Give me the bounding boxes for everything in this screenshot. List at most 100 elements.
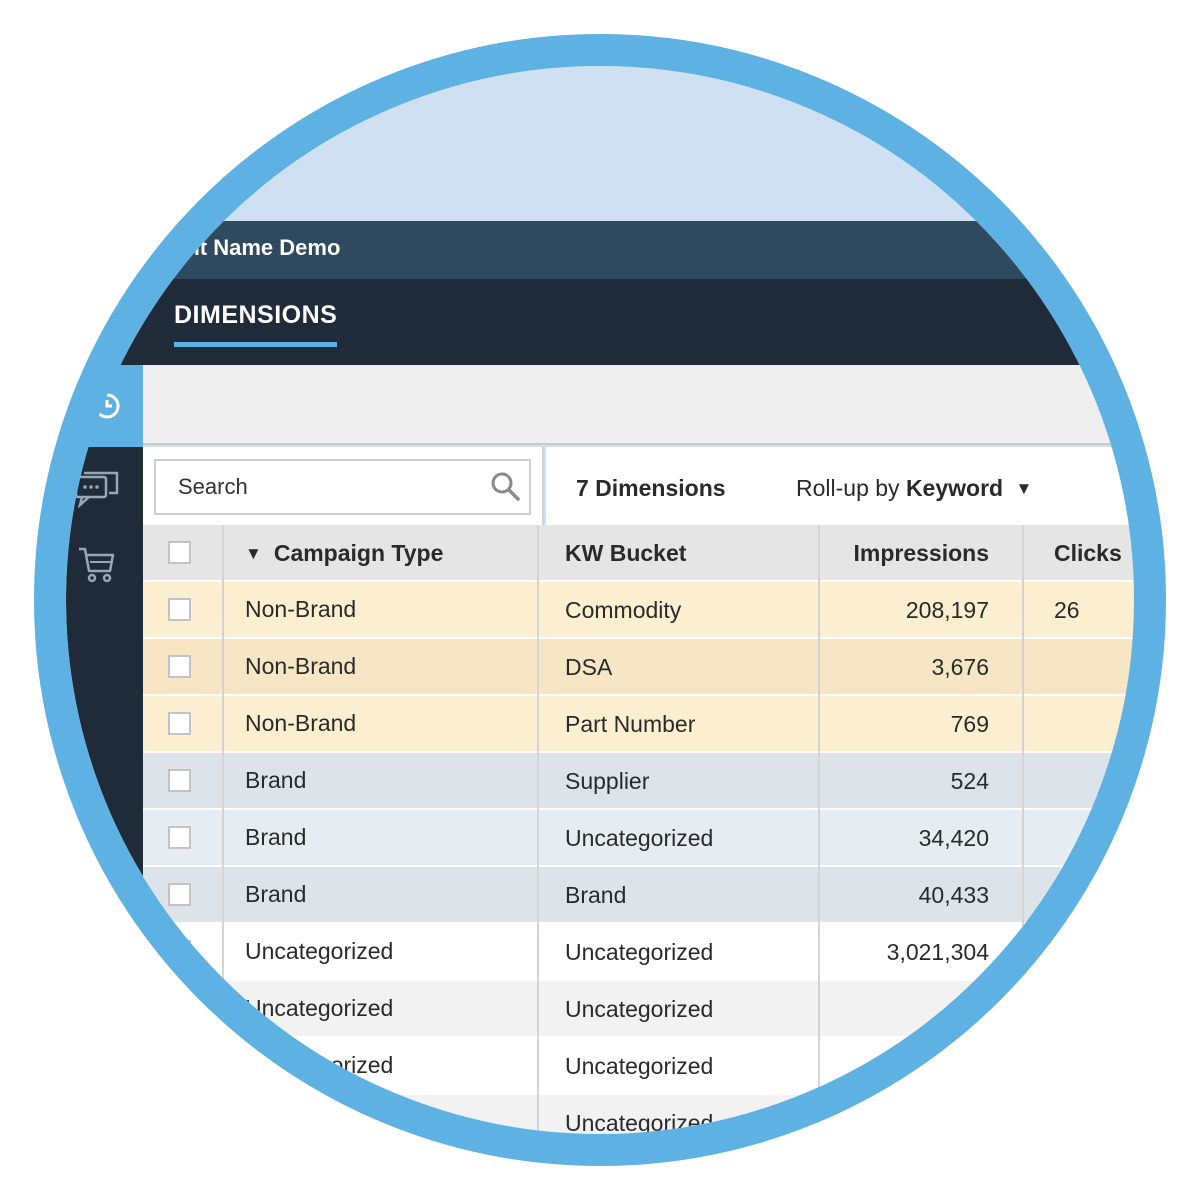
cell-impressions: 208,197 (820, 582, 1024, 639)
cell-kw-bucket: Uncategorized (539, 1095, 820, 1134)
row-checkbox-cell (143, 1038, 224, 1095)
cell-clicks (1024, 981, 1134, 1038)
client-name: ient Name Demo (168, 235, 341, 260)
cell-impressions: 3,676 (820, 639, 1024, 696)
sort-desc-icon: ▼ (245, 544, 262, 563)
table-row[interactable]: Uncategorized Uncategorized 3,021,304 (143, 924, 1134, 981)
cell-campaign-type: Uncategorized (224, 1038, 539, 1095)
cell-impressions: 34,420 (820, 810, 1024, 867)
cell-kw-bucket: Uncategorized (539, 981, 820, 1038)
column-header-clicks[interactable]: Clicks (1024, 525, 1134, 582)
row-checkbox[interactable] (168, 826, 191, 849)
cell-kw-bucket: Uncategorized (539, 1038, 820, 1095)
cell-clicks: 26 (1024, 582, 1134, 639)
cell-kw-bucket: Brand (539, 867, 820, 924)
row-checkbox-cell (143, 582, 224, 639)
row-checkbox[interactable] (168, 655, 191, 678)
column-header-kw-bucket[interactable]: KW Bucket (539, 525, 820, 582)
table-row[interactable]: Brand Uncategorized 34,420 (143, 810, 1134, 867)
cell-campaign-type: Non-Brand (224, 639, 539, 696)
cart-icon (79, 547, 115, 583)
cell-campaign-type: Uncategorized (224, 924, 539, 981)
table-row[interactable]: Non-Brand Part Number 769 (143, 696, 1134, 753)
header-checkbox-cell (143, 525, 224, 582)
app-viewport: ient Name Demo DIMENSIONS (66, 66, 1134, 1134)
row-checkbox[interactable] (168, 940, 191, 963)
row-checkbox[interactable] (168, 883, 191, 906)
row-checkbox-cell (143, 1095, 224, 1134)
search-box (154, 459, 531, 515)
cell-clicks (1024, 696, 1134, 753)
tab-dimensions[interactable]: DIMENSIONS (174, 301, 338, 347)
cell-clicks (1024, 810, 1134, 867)
row-checkbox-cell (143, 639, 224, 696)
cell-kw-bucket: Commodity (539, 582, 820, 639)
search-panel (143, 447, 544, 525)
row-checkbox[interactable] (168, 997, 191, 1020)
cell-kw-bucket: DSA (539, 639, 820, 696)
cell-clicks (1024, 1095, 1134, 1134)
toolbar-area (143, 365, 1134, 445)
cell-impressions (820, 1038, 1024, 1095)
sidebar-item-comments[interactable] (74, 469, 130, 509)
clock-icon (95, 393, 120, 419)
rollup-label: Roll-up by (796, 475, 900, 501)
cell-campaign-type (224, 1095, 539, 1134)
cell-clicks (1024, 639, 1134, 696)
table-row[interactable]: Brand Supplier 524 (143, 753, 1134, 810)
info-bar: 7 Dimensions Roll-up by Keyword ▼ (546, 447, 1134, 525)
cell-clicks (1024, 753, 1134, 810)
search-icon[interactable] (489, 470, 521, 502)
table-row[interactable]: Uncategorized (143, 1095, 1134, 1134)
rollup-value: Keyword (905, 475, 1004, 501)
cell-campaign-type: Uncategorized (224, 981, 539, 1038)
cell-campaign-type: Brand (224, 753, 539, 810)
chevron-down-icon: ▼ (1015, 479, 1033, 498)
cell-campaign-type: Brand (224, 867, 539, 924)
cell-kw-bucket: Uncategorized (539, 810, 820, 867)
row-checkbox-cell (143, 924, 224, 981)
cell-impressions (820, 1095, 1024, 1134)
table-row[interactable]: Uncategorized Uncategorized (143, 981, 1134, 1038)
table-row[interactable]: Brand Brand 40,433 (143, 867, 1134, 924)
row-checkbox[interactable] (168, 1111, 191, 1134)
column-header-impressions[interactable]: Impressions (820, 525, 1024, 582)
sidebar-item-history[interactable] (66, 365, 143, 447)
cell-kw-bucket: Uncategorized (539, 924, 820, 981)
cell-campaign-type: Non-Brand (224, 696, 539, 753)
row-checkbox-cell (143, 696, 224, 753)
chat-icon (74, 471, 119, 509)
cell-impressions: 3,021,304 (820, 924, 1024, 981)
cell-impressions: 40,433 (820, 867, 1024, 924)
table-row[interactable]: Non-Brand Commodity 208,197 26 (143, 582, 1134, 639)
row-checkbox[interactable] (168, 769, 191, 792)
row-checkbox[interactable] (168, 1054, 191, 1077)
row-checkbox-cell (143, 810, 224, 867)
rollup-dropdown[interactable]: Roll-up by Keyword ▼ (796, 475, 1032, 502)
table-row[interactable]: Non-Brand DSA 3,676 (143, 639, 1134, 696)
row-checkbox-cell (143, 867, 224, 924)
row-checkbox[interactable] (168, 598, 191, 621)
cell-kw-bucket: Part Number (539, 696, 820, 753)
cell-kw-bucket: Supplier (539, 753, 820, 810)
cell-impressions: 769 (820, 696, 1024, 753)
cell-campaign-type: Brand (224, 810, 539, 867)
cell-clicks (1024, 867, 1134, 924)
nav-bar: DIMENSIONS (66, 279, 1134, 365)
search-input[interactable] (178, 473, 468, 501)
table-row[interactable]: Uncategorized Uncategorized (143, 1038, 1134, 1095)
table-header: ▼ Campaign Type KW Bucket Impressions Cli… (143, 525, 1134, 582)
cell-campaign-type: Non-Brand (224, 582, 539, 639)
cell-impressions (820, 981, 1024, 1038)
client-bar: ient Name Demo (66, 221, 1134, 279)
row-checkbox[interactable] (168, 712, 191, 735)
dimension-count: 7 Dimensions (576, 475, 726, 501)
select-all-checkbox[interactable] (168, 541, 191, 564)
cell-clicks (1024, 924, 1134, 981)
sidebar (66, 365, 143, 1134)
cell-impressions: 524 (820, 753, 1024, 810)
cell-clicks (1024, 1038, 1134, 1095)
column-header-campaign-type[interactable]: ▼ Campaign Type (224, 525, 539, 582)
row-checkbox-cell (143, 753, 224, 810)
sidebar-item-cart[interactable] (78, 545, 118, 585)
